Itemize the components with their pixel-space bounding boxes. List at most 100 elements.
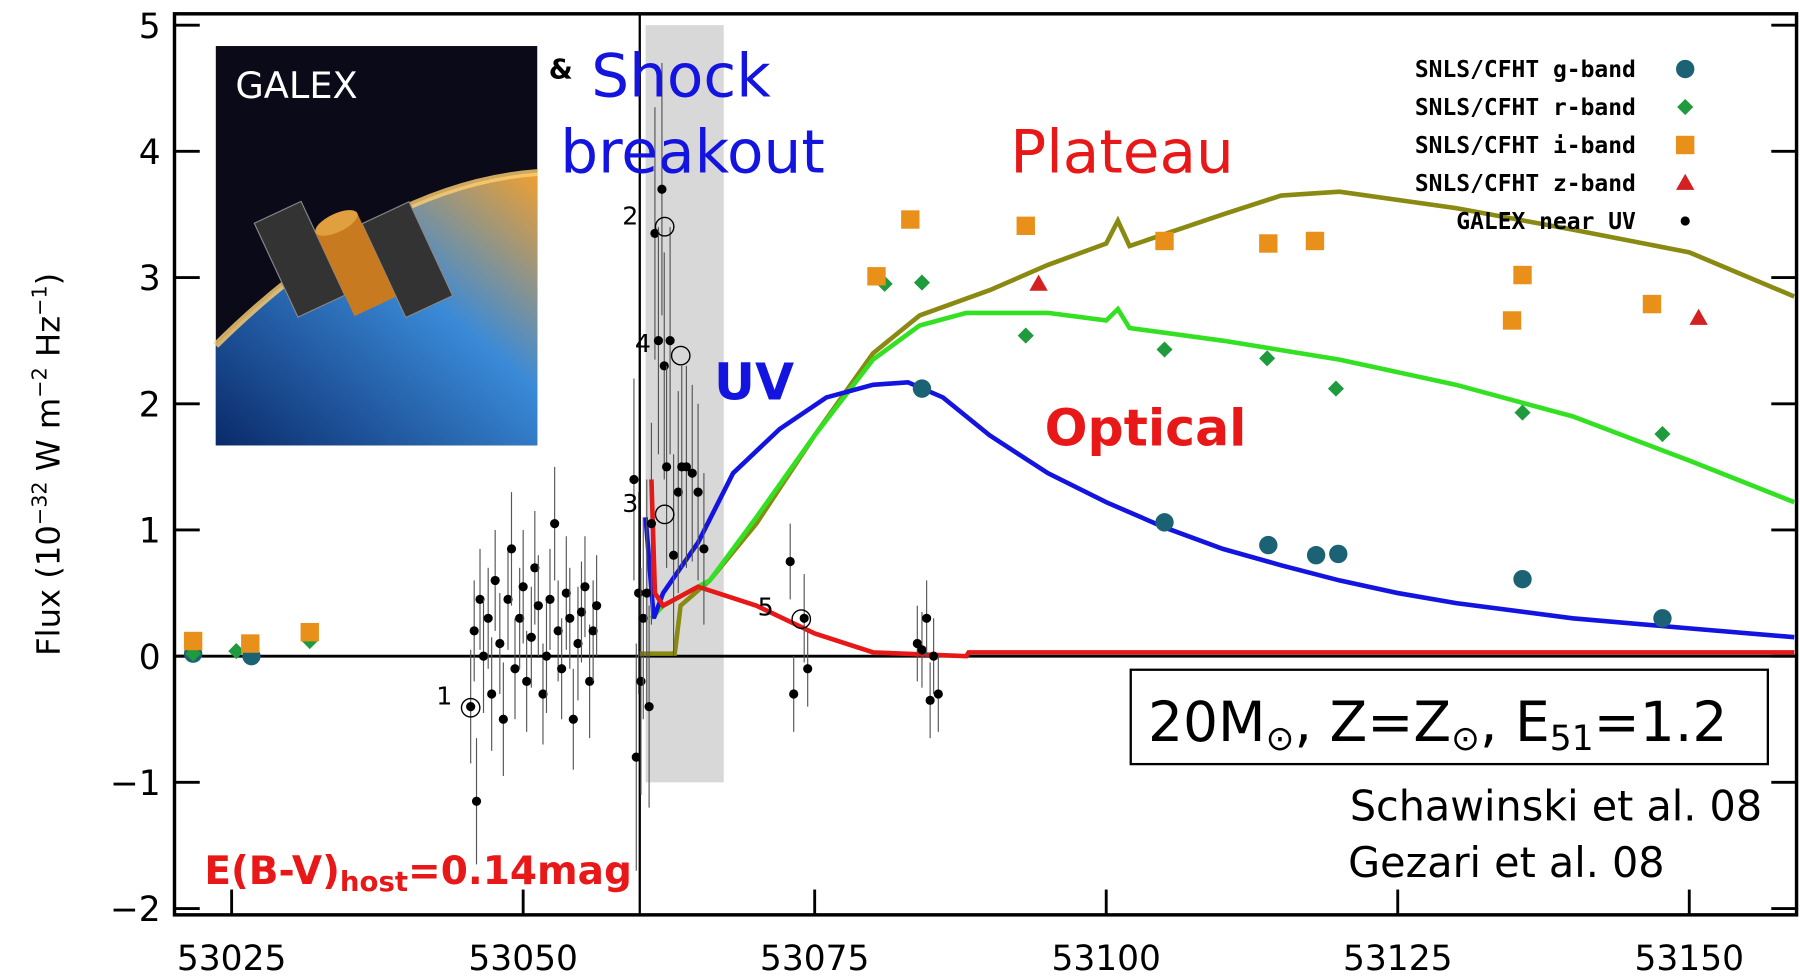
model-curve bbox=[649, 305, 1796, 620]
marker bbox=[1259, 234, 1278, 253]
model-part: 51 bbox=[1550, 719, 1594, 759]
model-curve bbox=[643, 379, 1795, 640]
marker bbox=[867, 267, 886, 286]
extinction-part: =0.14mag bbox=[408, 849, 632, 894]
marker bbox=[487, 689, 497, 699]
marker bbox=[518, 582, 528, 592]
y-label-part: W m bbox=[30, 398, 68, 482]
marker bbox=[803, 664, 813, 674]
marker bbox=[241, 634, 260, 653]
model-part: , Z=Z bbox=[1294, 691, 1451, 755]
model-box bbox=[1129, 668, 1770, 766]
marker bbox=[912, 379, 932, 398]
marker bbox=[1653, 609, 1672, 628]
marker bbox=[580, 582, 590, 592]
marker bbox=[1676, 59, 1695, 79]
x-tick-label: 53150 bbox=[1635, 939, 1745, 977]
y-label-part: −32 bbox=[28, 481, 52, 525]
point-label: 4 bbox=[635, 329, 651, 358]
marker bbox=[483, 613, 493, 623]
marker bbox=[681, 462, 692, 472]
y-tick-label: 4 bbox=[139, 133, 161, 173]
marker bbox=[1513, 265, 1532, 285]
annotation: Plateau bbox=[1010, 119, 1234, 188]
marker bbox=[644, 702, 654, 712]
y-tick-label: 5 bbox=[139, 7, 161, 47]
x-tick-label: 53025 bbox=[177, 939, 287, 977]
y-label-part: ) bbox=[30, 273, 68, 286]
marker bbox=[634, 588, 644, 598]
marker bbox=[541, 651, 552, 661]
marker bbox=[642, 588, 652, 598]
marker bbox=[1502, 311, 1522, 330]
marker bbox=[665, 336, 675, 346]
marker bbox=[668, 550, 679, 560]
marker bbox=[573, 638, 583, 649]
annotation: UV bbox=[714, 352, 794, 411]
marker bbox=[592, 601, 602, 611]
marker bbox=[515, 613, 525, 623]
marker bbox=[585, 676, 595, 686]
model-part: =1.2 bbox=[1594, 691, 1728, 755]
marker bbox=[925, 695, 935, 705]
marker bbox=[533, 601, 543, 611]
legend-label: SNLS/CFHT g-band bbox=[1415, 57, 1636, 83]
marker bbox=[538, 689, 548, 699]
marker bbox=[661, 462, 672, 472]
y-label-part: Hz bbox=[30, 316, 68, 367]
marker bbox=[550, 519, 560, 529]
marker bbox=[588, 626, 598, 636]
point-ring bbox=[460, 697, 481, 718]
marker bbox=[526, 632, 536, 642]
x-tick-label: 53050 bbox=[468, 939, 578, 977]
marker bbox=[478, 651, 489, 661]
marker bbox=[565, 613, 575, 623]
y-label-part: −2 bbox=[28, 367, 52, 398]
marker bbox=[530, 563, 540, 573]
marker bbox=[490, 575, 500, 586]
marker bbox=[1305, 231, 1325, 251]
point-ring bbox=[791, 609, 812, 630]
marker bbox=[471, 796, 482, 806]
plot-frame bbox=[172, 12, 1799, 917]
marker bbox=[1156, 341, 1173, 358]
marker bbox=[510, 664, 520, 674]
marker bbox=[657, 184, 667, 194]
legend-label: SNLS/CFHT i-band bbox=[1415, 133, 1636, 159]
y-tick-label: 3 bbox=[139, 259, 161, 299]
marker bbox=[673, 487, 683, 497]
y-label-part: −1 bbox=[28, 285, 52, 316]
model-part: ⊙ bbox=[1451, 719, 1480, 759]
marker bbox=[1676, 173, 1695, 190]
marker bbox=[659, 361, 669, 371]
marker bbox=[1259, 350, 1276, 367]
marker bbox=[922, 613, 932, 623]
marker bbox=[799, 613, 809, 623]
legend-label: SNLS/CFHT z-band bbox=[1415, 171, 1636, 197]
marker bbox=[469, 626, 479, 636]
marker bbox=[636, 676, 646, 686]
point-ring bbox=[670, 345, 691, 366]
marker bbox=[1306, 545, 1326, 565]
marker bbox=[503, 594, 513, 604]
marker bbox=[495, 638, 505, 649]
marker bbox=[1677, 98, 1694, 116]
marker bbox=[1513, 569, 1532, 589]
marker bbox=[785, 556, 795, 567]
marker bbox=[568, 714, 578, 724]
marker bbox=[638, 613, 648, 623]
point-label: 1 bbox=[436, 681, 452, 710]
marker bbox=[1155, 513, 1174, 532]
point-label: 5 bbox=[758, 593, 774, 622]
marker bbox=[1642, 294, 1662, 314]
point-label: 2 bbox=[622, 201, 638, 230]
model-part: , E bbox=[1480, 691, 1550, 755]
marker bbox=[1680, 216, 1690, 226]
extinction-part: E(B-V) bbox=[204, 849, 340, 894]
marker bbox=[1155, 231, 1174, 251]
extinction-part: host bbox=[340, 865, 408, 898]
marker bbox=[929, 651, 939, 661]
marker bbox=[1514, 404, 1531, 421]
marker bbox=[1016, 216, 1035, 236]
